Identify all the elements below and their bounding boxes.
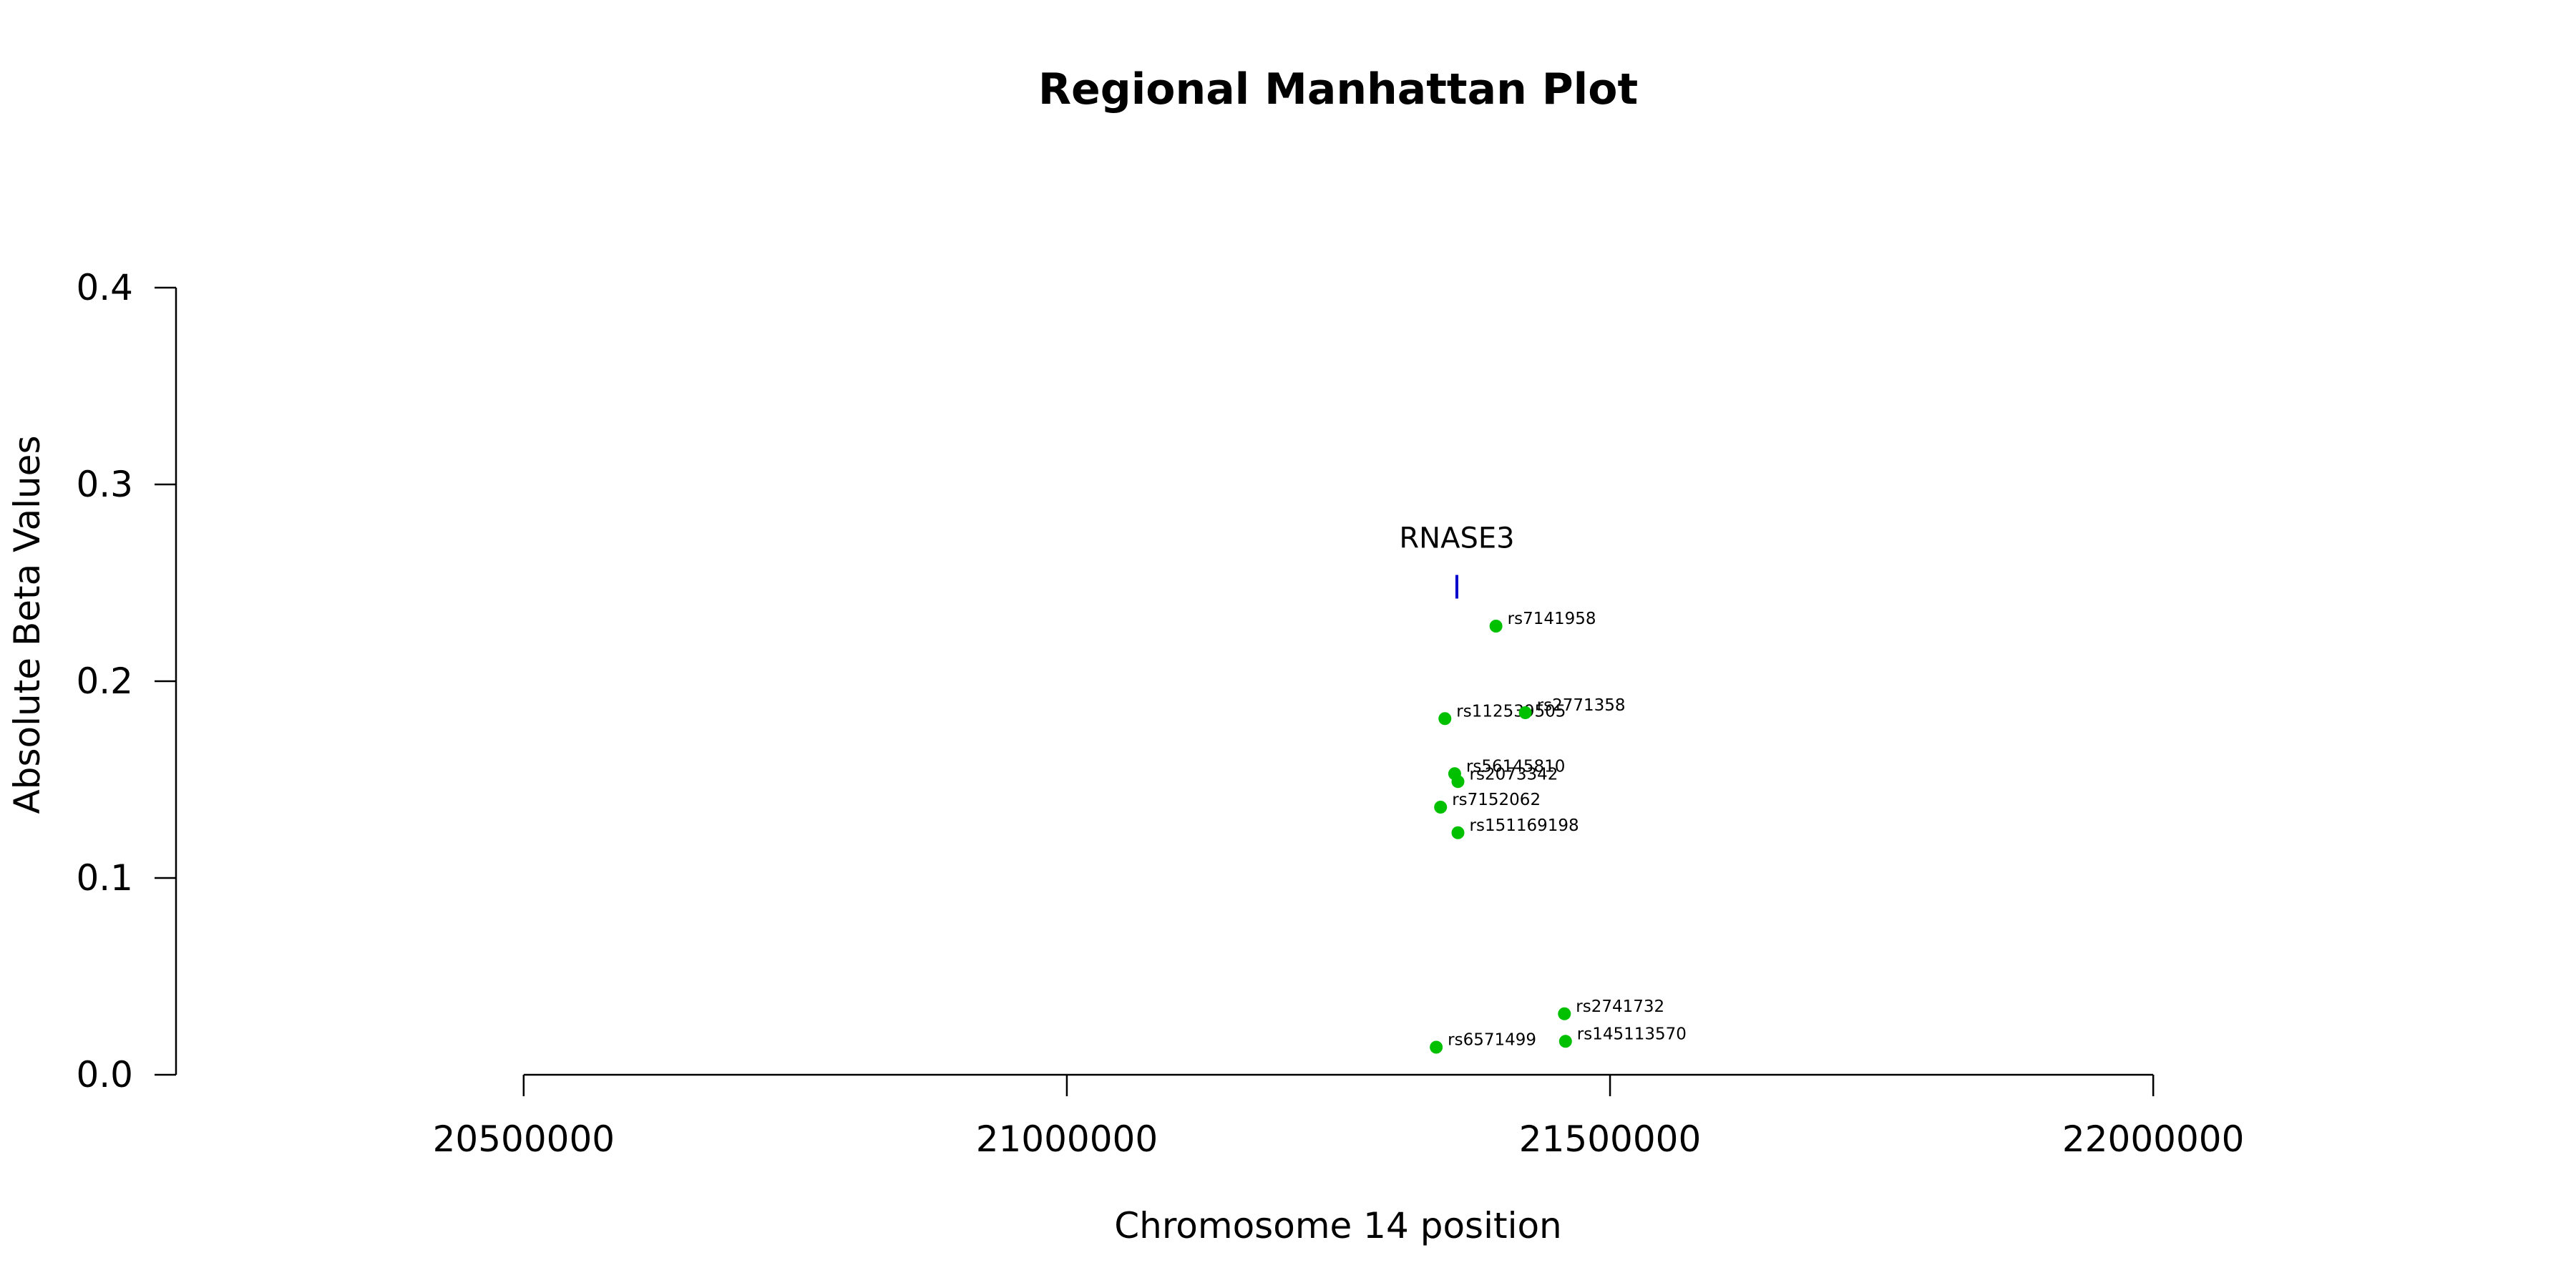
snp-point	[1558, 1007, 1571, 1020]
x-tick-label: 20500000	[433, 1118, 615, 1160]
x-tick-label: 21500000	[1519, 1118, 1702, 1160]
snp-label: rs2073342	[1470, 765, 1558, 784]
snp-label: rs145113570	[1577, 1025, 1687, 1043]
snp-label: rs112539505	[1456, 702, 1566, 721]
x-tick-label: 21000000	[976, 1118, 1158, 1160]
snp-label: rs2741732	[1576, 997, 1664, 1016]
y-tick-label: 0.1	[76, 857, 133, 899]
y-tick-label: 0.4	[76, 267, 133, 308]
y-tick-label: 0.2	[76, 660, 133, 702]
gene-label: RNASE3	[1399, 522, 1514, 555]
chart-title: Regional Manhattan Plot	[1038, 64, 1638, 114]
y-tick-label: 0.0	[76, 1054, 133, 1096]
snp-point	[1558, 1035, 1572, 1048]
snp-label: rs56145810	[1466, 757, 1566, 776]
y-axis: 0.0 0.1 0.2 0.3 0.4	[76, 267, 177, 1096]
snp-point	[1489, 620, 1503, 633]
x-axis: 20500000 21000000 21500000 22000000	[433, 1073, 2245, 1160]
snp-label: rs151169198	[1470, 816, 1579, 835]
snp-label: rs7152062	[1452, 791, 1541, 809]
snp-point	[1438, 712, 1452, 726]
gene-markers: RNASE3	[1399, 522, 1515, 599]
x-axis-label: Chromosome 14 position	[1114, 1205, 1562, 1246]
snp-point	[1451, 826, 1465, 839]
snp-point	[1451, 775, 1465, 789]
y-tick-label: 0.3	[76, 464, 133, 505]
snp-label: rs2771358	[1537, 696, 1626, 715]
snp-label: rs7141958	[1508, 610, 1596, 628]
x-tick-label: 22000000	[2062, 1118, 2245, 1160]
snp-point	[1434, 801, 1448, 814]
snp-point	[1518, 706, 1532, 719]
snp-points: rs7141958rs112539505rs2771358rs56145810r…	[1430, 610, 1687, 1054]
snp-point	[1430, 1040, 1443, 1054]
y-axis-label: Absolute Beta Values	[6, 436, 48, 814]
snp-label: rs6571499	[1448, 1031, 1536, 1050]
